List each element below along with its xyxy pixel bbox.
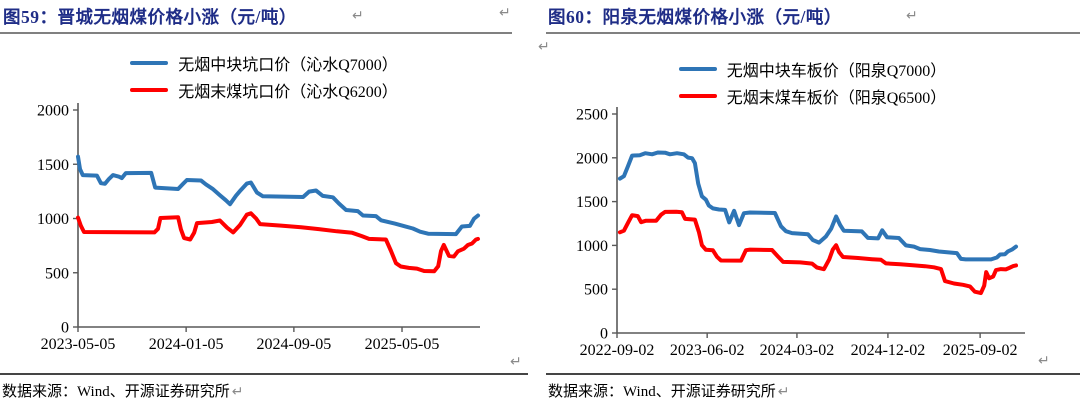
x-tick-label: 2025-05-05 [365,336,440,353]
legend-item: 无烟中块车板价（阳泉Q7000） [678,58,947,80]
x-tick-label: 2024-12-02 [851,342,926,359]
figure-title-right: 图60：阳泉无烟煤价格小涨（元/吨） [548,7,842,27]
y-tick-label: 1500 [37,157,69,174]
figure-title-left: 图59：晋城无烟煤价格小涨（元/吨） [3,7,297,27]
legend-label: 无烟末煤坑口价（沁水Q6200） [178,84,398,101]
price-chart-yangquan: 0 500 1000 1500 2000 2500 2022-09-02 2023-06-02… [576,107,1025,359]
legend-item: 无烟末煤车板价（阳泉Q6500） [678,85,947,107]
source-divider-left [0,373,528,375]
y-tick-label: 1000 [576,238,608,255]
series-line-blue [617,150,1018,262]
series-line-blue [76,154,480,237]
legend-item: 无烟中块坑口价（沁水Q7000） [130,52,398,74]
data-source-right: 数据来源：Wind、开源证券研究所 ↵ [548,380,789,401]
x-tick-label: 2025-09-02 [943,342,1018,359]
return-mark-icon: ↵ [352,8,364,24]
y-tick-label: 500 [584,282,608,299]
legend-label: 无烟中块坑口价（沁水Q7000） [178,57,398,74]
y-tick-label: 1500 [576,194,608,211]
legend-item: 无烟末煤坑口价（沁水Q6200） [130,79,398,101]
blue-line-swatch [130,61,169,65]
return-mark-icon: ↵ [906,8,918,24]
y-tick-label: 1000 [37,211,69,228]
y-tick-label: 500 [45,265,69,282]
x-tick-label: 2023-05-05 [41,336,116,353]
price-chart-jincheng: 0 500 1000 1500 2000 2023-05-05 2024-01-05 2024… [37,103,480,353]
return-mark-icon: ↵ [510,354,522,370]
title-divider-right [546,32,1080,34]
x-tick-label: 2022-09-02 [580,342,655,359]
y-tick-label: 0 [61,320,69,337]
red-line-swatch [678,94,717,98]
x-tick-label: 2024-01-05 [149,336,224,353]
series-line-red [76,211,480,274]
y-tick-label: 2500 [576,107,608,124]
legend-label: 无烟中块车板价（阳泉Q7000） [726,63,947,80]
x-tick-label: 2023-06-02 [670,342,745,359]
source-divider-right [546,373,1080,375]
blue-line-swatch [678,67,717,71]
red-line-swatch [130,88,169,92]
return-mark-icon: ↵ [1038,353,1050,369]
x-tick-label: 2024-03-02 [760,342,835,359]
return-mark-icon: ↵ [777,384,790,400]
return-mark-icon: ↵ [231,384,244,400]
data-source-text: 数据来源：Wind、开源证券研究所 [2,384,230,400]
return-mark-icon: ↵ [499,5,511,21]
data-source-left: 数据来源：Wind、开源证券研究所 ↵ [2,380,243,401]
series-line-red [617,209,1018,296]
y-tick-label: 0 [600,326,608,343]
title-divider-left [0,32,512,34]
legend-label: 无烟末煤车板价（阳泉Q6500） [726,90,947,107]
data-source-text: 数据来源：Wind、开源证券研究所 [548,384,776,400]
chart-legend-right: 无烟中块车板价（阳泉Q7000） 无烟末煤车板价（阳泉Q6500） [545,58,1080,107]
y-tick-label: 2000 [576,150,608,167]
chart-legend-left: 无烟中块坑口价（沁水Q7000） 无烟末煤坑口价（沁水Q6200） [0,52,528,101]
y-tick-label: 2000 [37,103,69,120]
x-tick-label: 2024-09-05 [257,336,332,353]
return-mark-icon: ↵ [538,39,550,55]
